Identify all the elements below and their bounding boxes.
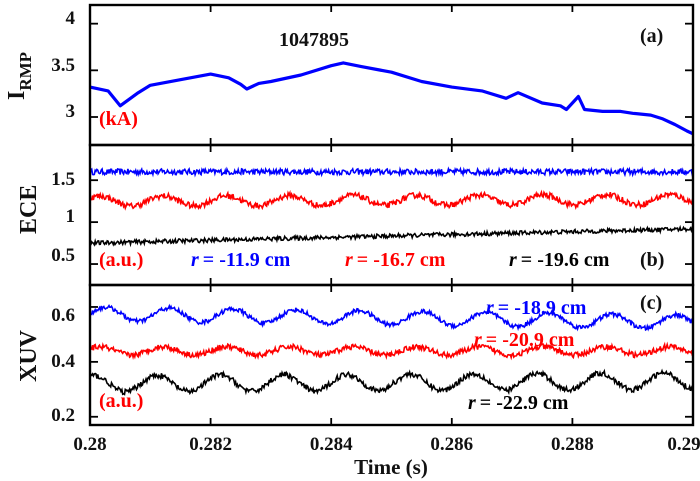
- panel-a-plot: [89, 5, 694, 145]
- panel-label-a: (a): [640, 25, 663, 47]
- panel-b: 1.5 1 0.5 ECE (a.u.) r = -11.9 cm r = -16.…: [16, 143, 695, 287]
- y-tick-label: 3.5: [51, 55, 75, 76]
- x-axis: 0.28 0.282 0.284 0.286 0.288 0.29 Time (…: [73, 434, 700, 479]
- x-tick-label: 0.29: [667, 434, 700, 455]
- unit-label-a: (kA): [99, 108, 138, 130]
- panel-c: 0.6 0.4 0.2 XUV (a.u.) (c) r = -18.9 cm r…: [16, 283, 695, 427]
- y-tick-label: 1: [66, 206, 76, 227]
- series-label-b-3: r = -19.6 cm: [509, 249, 610, 271]
- series-line: [89, 189, 694, 211]
- x-axis-label: Time (s): [354, 455, 428, 479]
- series-label-c-3: r = -22.9 cm: [468, 392, 569, 414]
- series-label-c-1: r = -18.9 cm: [486, 297, 587, 319]
- series-label-b-2: r = -16.7 cm: [345, 249, 446, 271]
- y-axis-label-a: IRMP: [4, 52, 35, 100]
- panel-a: 4 3.5 3 IRMP 1047895 (a) (kA): [4, 3, 695, 147]
- panel-b-plot: [89, 145, 694, 285]
- panel-a-frame: [88, 3, 695, 147]
- series-label-c-2: r = -20.9 cm: [474, 329, 575, 351]
- series-line: [89, 166, 694, 178]
- series-line: [89, 61, 694, 136]
- y-axis-label-b: ECE: [16, 185, 42, 234]
- y-tick-label: 4: [66, 8, 76, 29]
- x-tick-label: 0.286: [430, 434, 473, 455]
- unit-label-b: (a.u.): [99, 249, 143, 271]
- y-tick-label: 3: [66, 101, 76, 122]
- y-tick-label: 0.5: [51, 245, 75, 266]
- y-tick-label: 0.6: [51, 305, 75, 326]
- y-tick-label: 0.2: [51, 405, 75, 426]
- panel-label-b: (b): [640, 249, 664, 271]
- x-tick-label: 0.284: [310, 434, 353, 455]
- unit-label-c: (a.u.): [99, 390, 143, 412]
- y-tick-label: 1.5: [51, 169, 75, 190]
- series-line: [89, 303, 694, 332]
- x-tick-label: 0.288: [551, 434, 594, 455]
- panel-label-c: (c): [640, 292, 662, 314]
- y-axis-label-c: XUV: [16, 329, 42, 382]
- series-line: [89, 368, 694, 396]
- x-tick-label: 0.28: [73, 434, 106, 455]
- panel-c-plot: [89, 285, 694, 425]
- x-tick-label: 0.282: [189, 434, 232, 455]
- y-tick-label: 0.4: [51, 351, 75, 372]
- series-line: [89, 341, 694, 361]
- shot-number: 1047895: [279, 29, 349, 51]
- series-line: [89, 224, 694, 248]
- series-label-b-1: r = -11.9 cm: [191, 249, 291, 271]
- panel-c-frame: [88, 283, 695, 427]
